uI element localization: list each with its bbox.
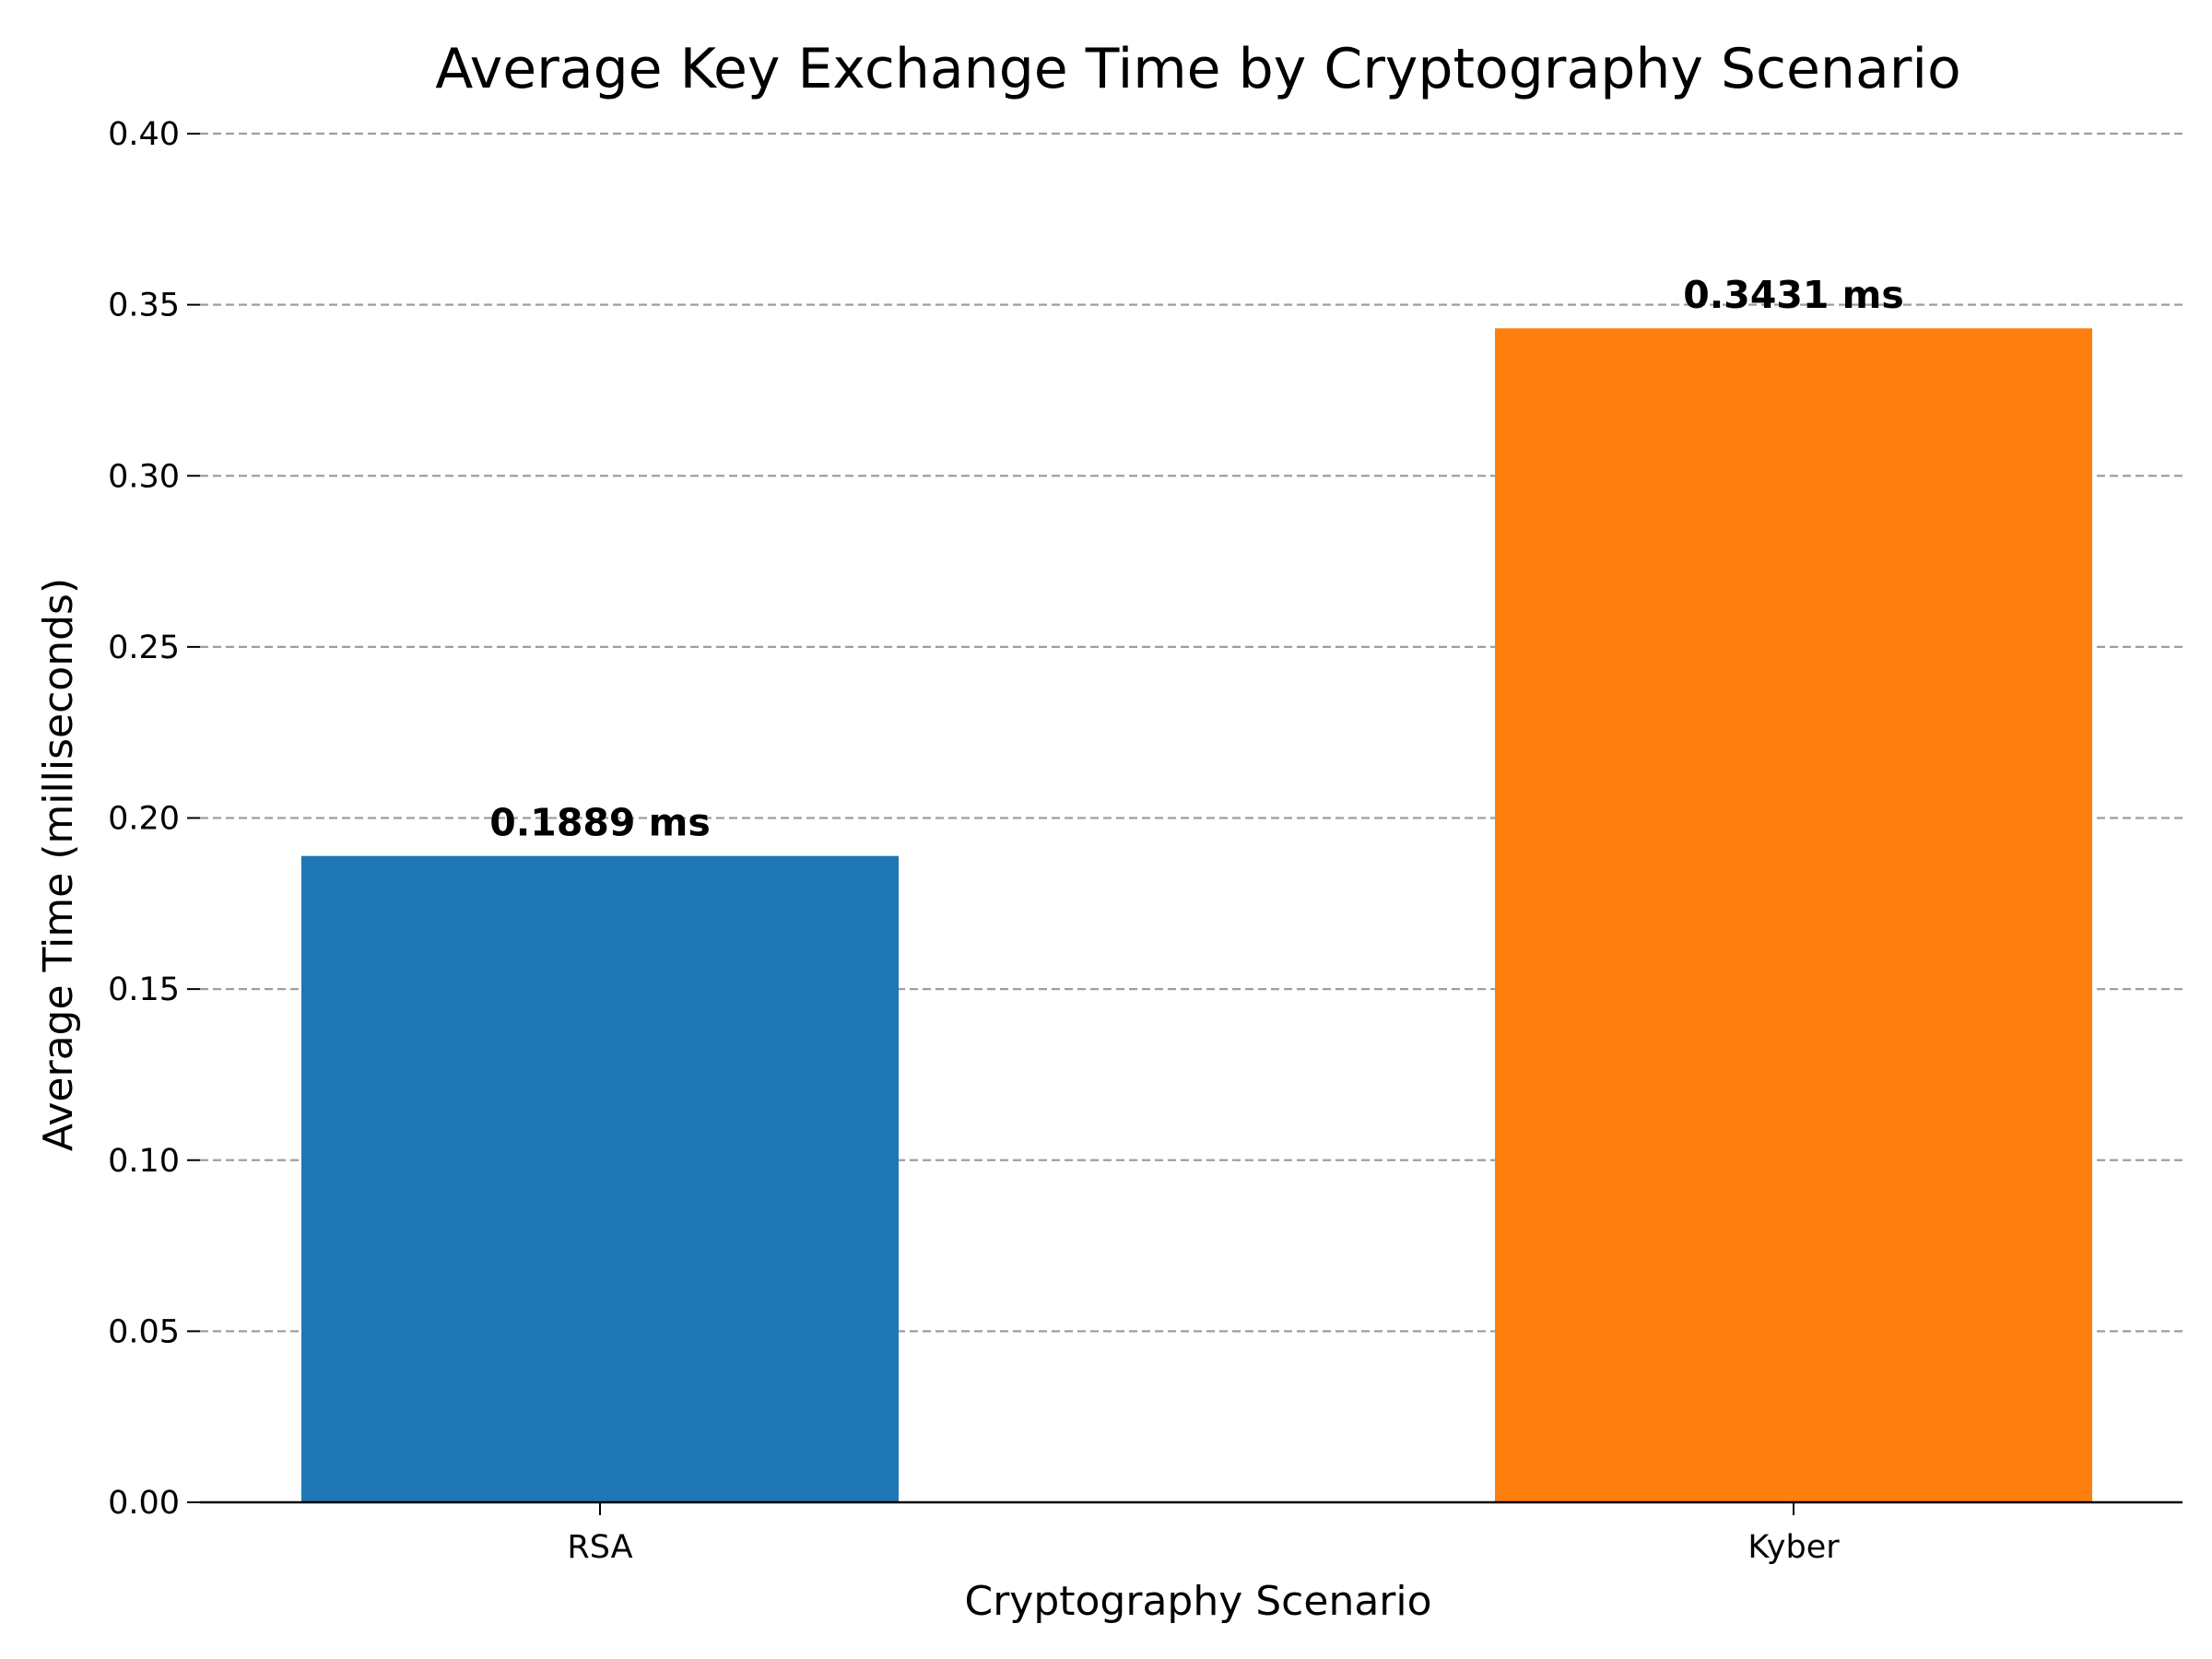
data-label-kyber: 0.3431 ms xyxy=(1683,273,1904,317)
y-tick-label: 0.35 xyxy=(108,288,180,324)
chart-title: Average Key Exchange Time by Cryptograph… xyxy=(435,37,1961,101)
axes xyxy=(187,133,2183,1515)
x-axis-label: Cryptography Scenario xyxy=(964,1578,1431,1625)
bar-kyber xyxy=(1495,328,2092,1503)
y-tick-label: 0.05 xyxy=(108,1313,180,1350)
y-tick-label: 0.30 xyxy=(108,458,180,495)
y-tick-label: 0.40 xyxy=(108,116,180,153)
bars xyxy=(301,328,2092,1503)
labels: 0.00 0.05 0.10 0.15 0.20 0.25 0.30 0.35 0.40 0.18… xyxy=(108,116,1904,1566)
y-axis-label: Average Time (milliseconds) xyxy=(35,578,82,1151)
bar-rsa xyxy=(301,855,899,1502)
y-tick-label: 0.15 xyxy=(108,971,180,1008)
y-tick-label: 0.00 xyxy=(108,1485,180,1522)
y-tick-label: 0.20 xyxy=(108,801,180,838)
data-label-rsa: 0.1889 ms xyxy=(489,801,711,845)
y-tick-label: 0.10 xyxy=(108,1143,180,1180)
x-tick-label: Kyber xyxy=(1747,1529,1840,1566)
y-tick-label: 0.25 xyxy=(108,629,180,666)
x-tick-label: RSA xyxy=(567,1529,632,1566)
